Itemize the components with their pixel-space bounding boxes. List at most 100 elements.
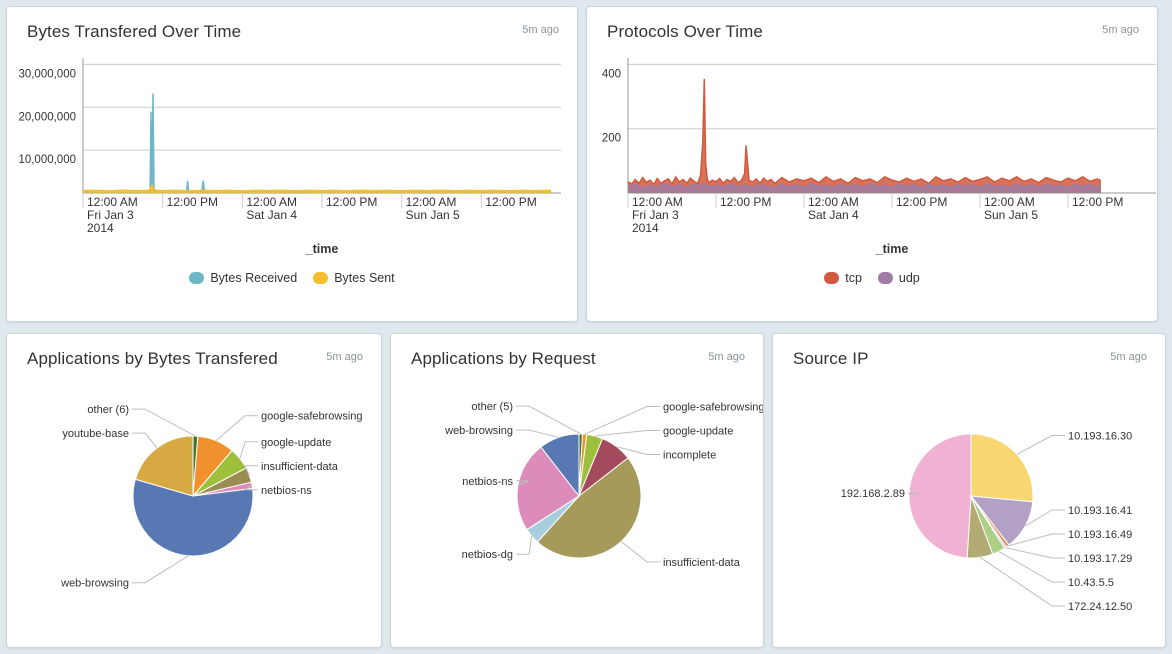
chart-legend: tcp udp	[587, 271, 1157, 285]
x-axis-tick-label: Sat Jan 4	[808, 208, 859, 222]
pie-label-leader-line	[1025, 509, 1065, 527]
legend-item-bytes-received[interactable]: Bytes Received	[189, 271, 297, 285]
x-axis-tick-label: 12:00 AM	[632, 195, 683, 209]
legend-item-udp[interactable]: udp	[877, 271, 920, 285]
pie-label-leader-line	[594, 430, 660, 437]
pie-slice-10.193.16.30[interactable]	[970, 433, 1034, 503]
x-axis-title: _time	[305, 242, 339, 256]
y-axis-tick-label: 400	[602, 68, 621, 80]
pie-slice-web-browsing[interactable]	[540, 433, 580, 498]
applications-by-bytes-pie[interactable]: other (6) youtube-base web-browsing google-…	[7, 375, 381, 650]
pie-label-leader-line	[1007, 533, 1065, 547]
x-axis-tick-label: Sun Jan 5	[984, 208, 1038, 222]
pie-slice-label: 192.168.2.89	[841, 488, 905, 500]
pie-label-leader-line	[132, 432, 158, 449]
pie-slice-label: 10.193.16.30	[1068, 430, 1132, 442]
legend-item-tcp[interactable]: tcp	[824, 271, 862, 285]
panel-applications-by-bytes: Applications by Bytes Transfered 5m ago …	[6, 333, 382, 648]
pie-chart-svg: 192.168.2.89 10.193.16.30 10.193.16.41 10.1…	[841, 430, 1132, 613]
series-line-bytes-received[interactable]	[82, 93, 552, 194]
pie-label-leader-line	[584, 406, 660, 435]
pie-label-leader-line	[215, 415, 258, 441]
series-line-udp[interactable]	[627, 182, 1102, 189]
pie-slice-label: youtube-base	[62, 428, 129, 440]
pie-chart-svg: other (6) youtube-base web-browsing google-…	[60, 404, 363, 590]
panel-header: Applications by Bytes Transfered 5m ago	[7, 334, 381, 375]
series-line-bytes-sent[interactable]	[82, 183, 552, 192]
series-line-tcp[interactable]	[627, 78, 1102, 186]
pie-slice-web-browsing[interactable]	[132, 478, 254, 557]
pie-label-leader-line	[516, 405, 582, 435]
pie-slice-label: google-update	[261, 437, 331, 449]
bytes-over-time-chart[interactable]: 10,000,000 20,000,000 30,000,000 12:00 AM Fr…	[7, 48, 577, 268]
y-axis-tick-label: 200	[602, 133, 621, 145]
pie-slice-label: google-safebrowsing	[261, 411, 363, 423]
pie-slice-label: google-safebrowsing	[663, 401, 763, 413]
x-axis-tick-label: 2014	[632, 221, 659, 235]
x-axis-tick-label: 12:00 AM	[246, 195, 297, 209]
pie-label-leader-line	[239, 441, 258, 459]
panel-title: Protocols Over Time	[607, 22, 763, 41]
x-axis-tick-label: 12:00 PM	[896, 195, 947, 209]
pie-slice-label: 10.193.16.49	[1068, 529, 1132, 541]
pie-slice-label: other (6)	[87, 404, 129, 416]
panel-bytes-over-time: Bytes Transfered Over Time 5m ago 10,000…	[6, 6, 578, 322]
pie-slice-label: incomplete	[663, 449, 716, 461]
x-axis-tick-label: Fri Jan 3	[632, 208, 679, 222]
pie-slice-192.168.2.89[interactable]	[908, 433, 972, 559]
protocols-over-time-chart[interactable]: 200 400 12:00 AM Fri Jan 3 2014 12:00 PM 12:00…	[587, 48, 1157, 268]
legend-label: udp	[898, 271, 920, 285]
panel-header: Source IP 5m ago	[773, 334, 1165, 375]
pie-slice-label: netbios-ns	[261, 485, 312, 497]
series-area-tcp[interactable]	[628, 78, 1101, 193]
pie-label-leader-line	[132, 408, 196, 437]
panel-title: Applications by Bytes Transfered	[27, 349, 278, 368]
x-axis-tick-label: Sat Jan 4	[246, 208, 297, 222]
x-axis-tick-label: 12:00 PM	[326, 195, 377, 209]
panel-header: Applications by Request 5m ago	[391, 334, 763, 375]
chart-legend: Bytes Received Bytes Sent	[7, 271, 577, 285]
legend-label: Bytes Received	[210, 271, 298, 285]
legend-swatch	[189, 272, 205, 284]
pie-slice-label: web-browsing	[60, 578, 129, 590]
panel-source-ip: Source IP 5m ago 192.168.2.89 10.193.16.3…	[772, 333, 1166, 648]
applications-by-request-pie[interactable]: other (5) web-browsing netbios-ns netbios-d…	[391, 375, 764, 650]
pie-label-leader-line	[908, 492, 922, 495]
pie-label-leader-line	[244, 465, 258, 476]
x-axis-tick-label: 12:00 AM	[808, 195, 859, 209]
pie-slice-label: insufficient-data	[261, 461, 339, 473]
pie-slice-label: 10.193.16.41	[1068, 505, 1132, 517]
y-axis-tick-label: 10,000,000	[18, 154, 76, 166]
pie-label-leader-line	[1016, 435, 1065, 455]
x-axis-tick-label: Fri Jan 3	[87, 208, 134, 222]
pie-label-leader-line	[516, 480, 530, 486]
pie-slice-insufficient-data[interactable]	[536, 457, 642, 559]
pie-label-leader-line	[998, 550, 1065, 583]
pie-label-leader-line	[243, 484, 258, 491]
pie-chart-svg: other (5) web-browsing netbios-ns netbios-d…	[444, 401, 764, 569]
x-axis-tick-label: 12:00 AM	[984, 195, 1035, 209]
legend-item-bytes-sent[interactable]: Bytes Sent	[313, 271, 395, 285]
pie-label-leader-line	[516, 536, 533, 555]
pie-label-leader-line	[979, 556, 1065, 607]
refresh-age-badge: 5m ago	[708, 351, 745, 363]
panel-title: Bytes Transfered Over Time	[27, 22, 242, 41]
x-axis-tick-label: 12:00 PM	[1072, 195, 1123, 209]
pie-slice-label: other (5)	[471, 401, 513, 413]
panel-header: Bytes Transfered Over Time 5m ago	[7, 7, 577, 48]
legend-label: Bytes Sent	[334, 271, 395, 285]
pie-label-leader-line	[620, 541, 660, 563]
panel-header: Protocols Over Time 5m ago	[587, 7, 1157, 48]
source-ip-pie[interactable]: 192.168.2.89 10.193.16.30 10.193.16.41 10.1…	[773, 375, 1165, 650]
x-axis-tick-label: 12:00 AM	[87, 195, 138, 209]
pie-slice-label: 10.43.5.5	[1068, 577, 1114, 589]
pie-label-leader-line	[616, 446, 660, 455]
legend-swatch	[824, 272, 840, 284]
legend-swatch	[313, 272, 329, 284]
x-axis-title: _time	[875, 242, 909, 256]
x-axis-tick-label: Sun Jan 5	[406, 208, 460, 222]
panel-title: Source IP	[793, 349, 869, 368]
